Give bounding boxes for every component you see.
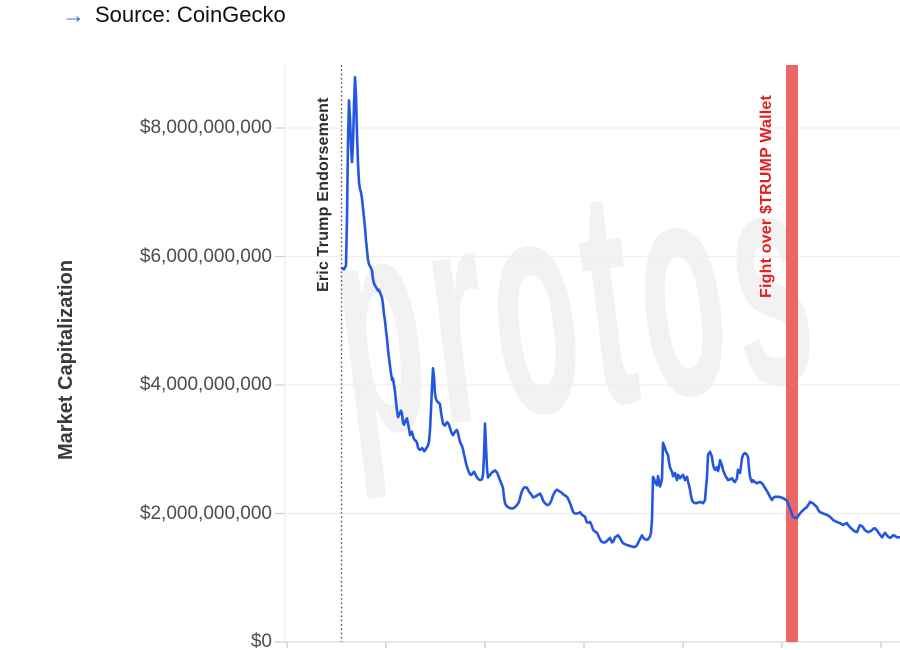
y-axis-title: Market Capitalization [55, 259, 77, 460]
trump-wallet-fight-highlight-bar [786, 65, 798, 642]
y-tick-label: $4,000,000,000 [139, 374, 272, 395]
y-tick-label: $6,000,000,000 [139, 245, 272, 267]
source-link[interactable]: → Source: CoinGecko [62, 2, 286, 28]
y-tick-label: $0 [250, 631, 272, 650]
source-text: Source: CoinGecko [95, 2, 286, 27]
y-tick-label: $2,000,000,000 [139, 502, 272, 524]
y-tick-label: $8,000,000,000 [139, 117, 272, 138]
link-arrow-icon: → [62, 1, 85, 28]
market-cap-line-series [340, 75, 900, 549]
annotation-trump-wallet-fight-label: Fight over $TRUMP Wallet [758, 94, 775, 298]
annotation-eric-trump-endorsement-label: Eric Trump Endorsement [315, 97, 332, 292]
